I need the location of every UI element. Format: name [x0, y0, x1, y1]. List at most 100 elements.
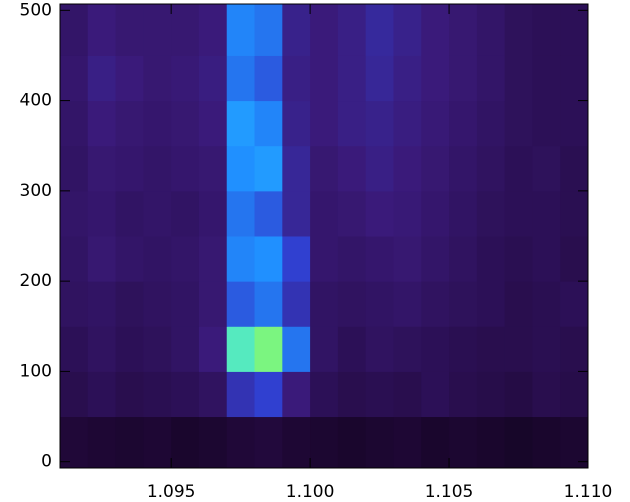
heatmap-cell [421, 236, 449, 282]
heatmap-cell [60, 417, 88, 469]
heatmap-cell [393, 146, 421, 192]
heatmap-cell [116, 101, 144, 147]
heatmap-cell [366, 417, 394, 469]
heatmap-cell [199, 101, 227, 147]
heatmap-cell [199, 4, 227, 56]
heatmap-cell [255, 146, 283, 192]
heatmap-cell [560, 371, 588, 417]
heatmap-cell [255, 191, 283, 237]
heatmap-cell [338, 191, 366, 237]
heatmap-cell [255, 236, 283, 282]
heatmap-cell [88, 101, 116, 147]
heatmap-cell [60, 371, 88, 417]
heatmap-cell [532, 236, 560, 282]
heatmap-cell [255, 281, 283, 327]
heatmap-cell [88, 236, 116, 282]
heatmap-cell [449, 55, 477, 101]
heatmap-cell [199, 326, 227, 372]
heatmap-cell [449, 236, 477, 282]
heatmap-cell [532, 191, 560, 237]
heatmap-cell [449, 146, 477, 192]
heatmap-cell [143, 191, 171, 237]
heatmap-cell [532, 371, 560, 417]
heatmap-cell [421, 417, 449, 469]
heatmap-cell [505, 55, 533, 101]
heatmap-cell [116, 371, 144, 417]
heatmap-cell [310, 236, 338, 282]
heatmap-cell [255, 326, 283, 372]
heatmap-cell [88, 55, 116, 101]
heatmap-cell [449, 326, 477, 372]
heatmap-cell [199, 191, 227, 237]
heatmap-cell [199, 371, 227, 417]
heatmap-cell [171, 371, 199, 417]
heatmap-cell [116, 4, 144, 56]
heatmap-cell [366, 146, 394, 192]
heatmap-cell [560, 236, 588, 282]
heatmap-cell [421, 4, 449, 56]
heatmap-cell [560, 417, 588, 469]
heatmap-cell [477, 236, 505, 282]
heatmap-cell [88, 326, 116, 372]
heatmap-cell [477, 417, 505, 469]
heatmap-cell [393, 417, 421, 469]
heatmap-cell [171, 281, 199, 327]
heatmap-cell [532, 146, 560, 192]
heatmap-cell [227, 191, 255, 237]
heatmap-cell [143, 326, 171, 372]
heatmap-cell [393, 236, 421, 282]
heatmap-cell [532, 101, 560, 147]
heatmap-cell [449, 191, 477, 237]
heatmap-cell [171, 4, 199, 56]
heatmap-cell [477, 101, 505, 147]
heatmap-cell [60, 4, 88, 56]
heatmap-cell [88, 417, 116, 469]
heatmap-cell [421, 281, 449, 327]
heatmap-cell [505, 101, 533, 147]
heatmap-cell [338, 371, 366, 417]
heatmap-cell [560, 4, 588, 56]
heatmap-cell [505, 371, 533, 417]
heatmap-cell [560, 281, 588, 327]
heatmap-cell [282, 417, 310, 469]
heatmap-cell [282, 101, 310, 147]
heatmap-cell [199, 55, 227, 101]
heatmap-cell [282, 55, 310, 101]
heatmap-cell [393, 281, 421, 327]
heatmap-cell [199, 281, 227, 327]
heatmap-cell [393, 4, 421, 56]
heatmap-cell [116, 146, 144, 192]
heatmap-cell [171, 101, 199, 147]
heatmap-cell [393, 371, 421, 417]
heatmap-cell [477, 191, 505, 237]
heatmap-cell [60, 101, 88, 147]
heatmap-cell [255, 371, 283, 417]
heatmap-cell [310, 4, 338, 56]
heatmap-cell [532, 55, 560, 101]
heatmap-cell [310, 55, 338, 101]
heatmap-cell [227, 55, 255, 101]
heatmap-cell [171, 236, 199, 282]
heatmap-cell [366, 326, 394, 372]
heatmap-cell [505, 281, 533, 327]
heatmap-cell [477, 281, 505, 327]
heatmap-cell [282, 4, 310, 56]
heatmap-cell [60, 146, 88, 192]
heatmap-cell [310, 326, 338, 372]
heatmap-cell [532, 417, 560, 469]
heatmap-cell [477, 371, 505, 417]
y-tick-label: 0 [41, 452, 52, 472]
heatmap-cell [477, 55, 505, 101]
heatmap-cell [143, 101, 171, 147]
heatmap-cell [421, 55, 449, 101]
heatmap-cell [143, 4, 171, 56]
heatmap-cell [255, 4, 283, 56]
heatmap-cell [505, 417, 533, 469]
heatmap-cell [366, 4, 394, 56]
heatmap-cell [338, 146, 366, 192]
heatmap-cell [171, 191, 199, 237]
heatmap-cell [282, 146, 310, 192]
heatmap-cell [532, 326, 560, 372]
heatmap-cell [560, 326, 588, 372]
